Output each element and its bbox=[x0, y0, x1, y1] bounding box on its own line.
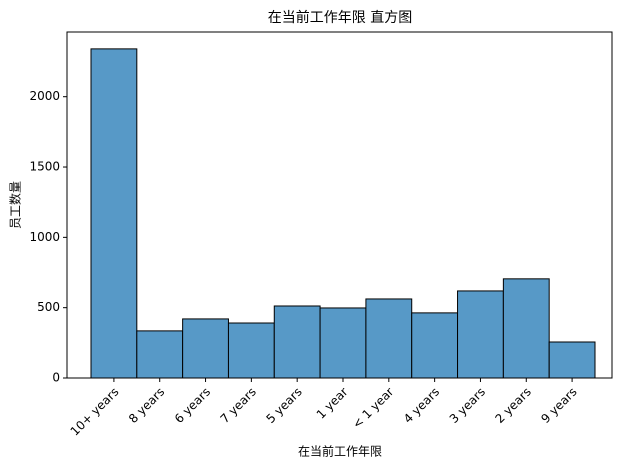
bar bbox=[319, 307, 367, 379]
bar bbox=[227, 322, 275, 379]
bar bbox=[365, 298, 413, 379]
bar bbox=[502, 278, 550, 379]
x-tick-label: 4 years bbox=[401, 385, 442, 426]
x-tick-label: 2 years bbox=[493, 385, 534, 426]
x-tick-label: 5 years bbox=[263, 385, 304, 426]
y-tick-label: 2000 bbox=[29, 89, 60, 103]
y-tick-label: 1500 bbox=[29, 160, 60, 174]
y-tick-label: 500 bbox=[37, 300, 60, 314]
y-tick-label: 0 bbox=[52, 371, 60, 385]
y-axis-label: 员工数量 bbox=[8, 181, 23, 229]
x-tick-label: 3 years bbox=[447, 385, 488, 426]
x-axis-label: 在当前工作年限 bbox=[298, 444, 382, 459]
bar bbox=[548, 341, 596, 379]
bar bbox=[411, 312, 459, 379]
x-tick-label: 1 year bbox=[314, 385, 351, 422]
chart-title: 在当前工作年限 直方图 bbox=[268, 9, 412, 26]
y-tick-label: 1000 bbox=[29, 230, 60, 244]
x-tick-label: 7 years bbox=[218, 385, 259, 426]
x-tick-label: < 1 year bbox=[350, 385, 397, 432]
bar bbox=[136, 330, 184, 379]
bar bbox=[90, 48, 138, 379]
x-tick-label: 10+ years bbox=[68, 385, 122, 439]
plot-frame bbox=[66, 31, 613, 379]
bar bbox=[182, 318, 229, 379]
x-tick-label: 6 years bbox=[172, 385, 213, 426]
x-tick-label: 9 years bbox=[538, 385, 579, 426]
bar bbox=[273, 305, 321, 379]
x-tick-label: 8 years bbox=[126, 385, 167, 426]
bar bbox=[457, 290, 504, 379]
